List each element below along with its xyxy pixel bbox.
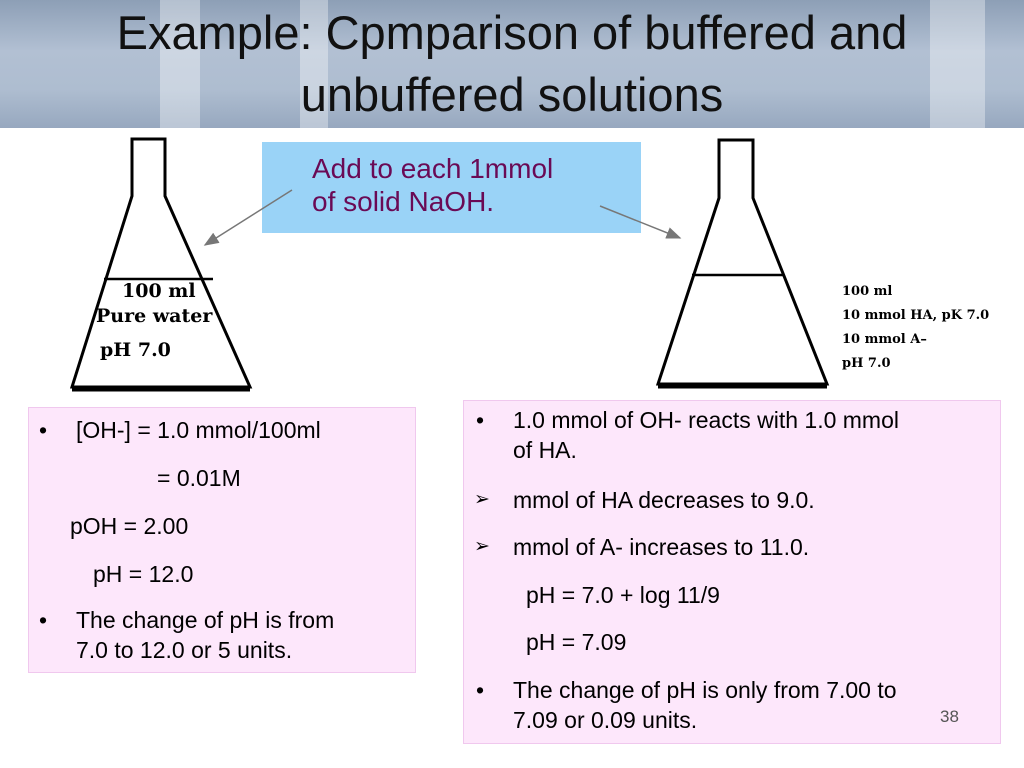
right-flask-drawing xyxy=(655,138,830,389)
naoh-callout-box: Add to each 1mmol of solid NaOH. xyxy=(262,142,641,233)
header-glass-decoration xyxy=(930,0,985,128)
a-increase-line: mmol of A- increases to 11.0. xyxy=(513,534,810,560)
ph-line: pH = 12.0 xyxy=(93,561,194,587)
bullet-icon: • xyxy=(39,607,48,633)
reaction-line-1: 1.0 mmol of OH- reacts with 1.0 mmol xyxy=(513,407,899,433)
slide-title-line-1: Example: Cpmparison of buffered and xyxy=(116,6,908,59)
left-flask-label-volume: 100 ml xyxy=(122,280,196,302)
callout-line-2: of solid NaOH. xyxy=(312,186,495,217)
right-flask-label-ph: pH 7.0 xyxy=(842,356,891,371)
ph-result-line: pH = 7.09 xyxy=(526,629,627,655)
callout-text: Add to each 1mmol of solid NaOH. xyxy=(312,152,632,218)
pointer-arrow-right xyxy=(599,205,682,239)
buffered-calculation-box: • 1.0 mmol of OH- reacts with 1.0 mmol o… xyxy=(463,400,1001,744)
left-flask-label-ph: pH 7.0 xyxy=(100,339,171,361)
header-banner xyxy=(0,0,1024,128)
ph-change-line-2: 7.09 or 0.09 units. xyxy=(513,707,698,733)
reaction-line-2: of HA. xyxy=(513,437,577,463)
slide-title-line-2: unbuffered solutions xyxy=(300,68,724,121)
right-flask-label-volume: 100 ml xyxy=(842,284,893,299)
arrow-bullet-icon: ➢ xyxy=(474,489,490,510)
header-glass-decoration xyxy=(160,0,200,128)
bullet-icon: • xyxy=(476,407,485,433)
left-flask-label-contents: Pure water xyxy=(96,305,213,327)
oh-concentration-line: [OH-] = 1.0 mmol/100ml xyxy=(76,417,321,443)
bullet-icon: • xyxy=(476,677,485,703)
right-flask-label-ha: 10 mmol HA, pK 7.0 xyxy=(842,308,990,323)
molarity-line: = 0.01M xyxy=(157,465,241,491)
ph-change-line-2: 7.0 to 12.0 or 5 units. xyxy=(76,637,293,663)
slide-title: Example: Cpmparison of buffered and unbu… xyxy=(0,2,1024,126)
arrow-bullet-icon: ➢ xyxy=(474,536,490,557)
slide-number: 38 xyxy=(940,707,959,726)
henderson-line: pH = 7.0 + log 11/9 xyxy=(526,582,720,608)
ph-change-line-1: The change of pH is only from 7.00 to xyxy=(513,677,897,703)
ha-decrease-line: mmol of HA decreases to 9.0. xyxy=(513,487,815,513)
unbuffered-calculation-box: • [OH-] = 1.0 mmol/100ml = 0.01M pOH = 2… xyxy=(28,407,416,673)
header-glass-decoration xyxy=(300,0,328,128)
right-flask-label-a: 10 mmol A– xyxy=(842,332,927,347)
left-flask-drawing xyxy=(62,136,262,398)
callout-line-1: Add to each 1mmol xyxy=(312,153,554,184)
pointer-arrow-left xyxy=(203,189,293,246)
ph-change-line-1: The change of pH is from xyxy=(76,607,335,633)
poh-line: pOH = 2.00 xyxy=(70,513,189,539)
bullet-icon: • xyxy=(39,417,48,443)
